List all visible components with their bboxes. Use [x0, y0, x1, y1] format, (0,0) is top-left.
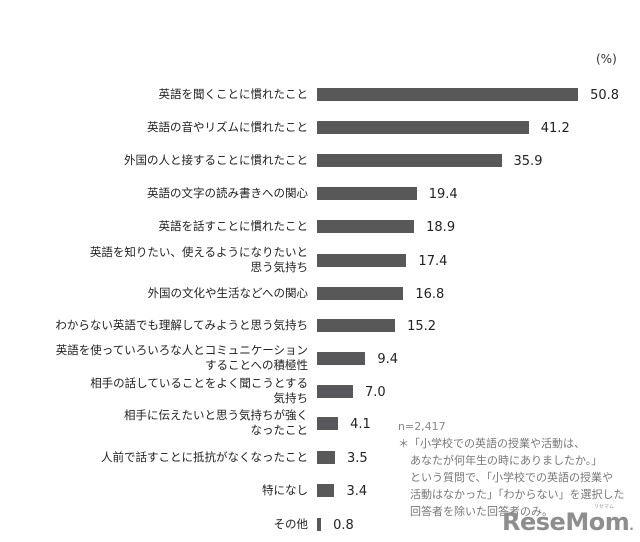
bar	[317, 451, 335, 464]
footnote-line: という質問で、「小学校での英語の授業や	[410, 471, 614, 484]
value-label: 4.1	[350, 417, 371, 432]
value-label: 3.5	[346, 451, 368, 466]
value-label: 19.4	[428, 187, 458, 202]
category-label: その他	[273, 516, 309, 531]
value-label: 50.8	[590, 88, 620, 103]
bar	[317, 319, 396, 332]
bar	[317, 352, 366, 365]
category-label: わからない英語でも理解してみようと思う気持ち	[55, 317, 308, 332]
value-label: 18.9	[426, 220, 456, 235]
watermark-logo: ReseMom.	[502, 508, 634, 536]
footnote-line: あなたが何年生の時にありましたか。」	[410, 454, 603, 467]
category-label: 外国の人と接することに慣れたこと	[124, 152, 308, 167]
bar	[317, 484, 335, 497]
bar	[317, 518, 322, 531]
value-label: 35.9	[513, 154, 543, 169]
bar	[317, 121, 529, 134]
bar	[317, 88, 579, 101]
category-label: 英語を使っていろいろな人とコミュニケーション することへの積極性	[55, 343, 308, 372]
value-label: 0.8	[333, 518, 354, 533]
sample-size: n=2,417	[398, 420, 446, 433]
value-label: 15.2	[407, 319, 437, 334]
category-label: 外国の文化や生活などへの関心	[147, 285, 308, 300]
category-label: 相手に伝えたいと思う気持ちが強く なったこと	[124, 408, 308, 437]
value-label: 17.4	[418, 254, 448, 269]
bar	[317, 254, 407, 267]
category-label: 英語の音やリズムに慣れたこと	[147, 119, 308, 134]
category-label: 特になし	[262, 482, 308, 497]
value-label: 41.2	[540, 121, 570, 136]
footnote: n=2,417 ＊「小学校での英語の授業や活動は、 あなたが何年生の時にありまし…	[398, 418, 625, 520]
watermark-ruby: リセマム	[594, 504, 615, 510]
bar	[317, 220, 415, 233]
bar	[317, 385, 353, 398]
footnote-line: 回答者を除いた回答者のみ。	[410, 505, 553, 518]
category-label: 相手の話していることをよく聞こうとする 気持ち	[90, 376, 308, 405]
value-label: 9.4	[377, 352, 398, 367]
bar	[317, 287, 404, 300]
category-label: 英語を聞くことに慣れたこと	[158, 86, 309, 101]
category-label: 英語の文字の読み書きへの関心	[147, 185, 308, 200]
footnote-line: 活動はなかった」「わからない」を選択した	[410, 488, 625, 501]
bar	[317, 154, 502, 167]
bar	[317, 417, 339, 430]
bar	[317, 187, 417, 200]
value-label: 3.4	[346, 484, 368, 499]
unit-label: (%)	[596, 52, 617, 66]
value-label: 7.0	[364, 385, 386, 400]
value-label: 16.8	[415, 287, 445, 302]
category-label: 人前で話すことに抵抗がなくなったこと	[101, 449, 308, 464]
category-label: 英語を話すことに慣れたこと	[158, 218, 309, 233]
footnote-line: ＊「小学校での英語の授業や活動は、	[398, 437, 585, 450]
category-label: 英語を知りたい、使えるようになりたいと 思う気持ち	[89, 245, 308, 274]
